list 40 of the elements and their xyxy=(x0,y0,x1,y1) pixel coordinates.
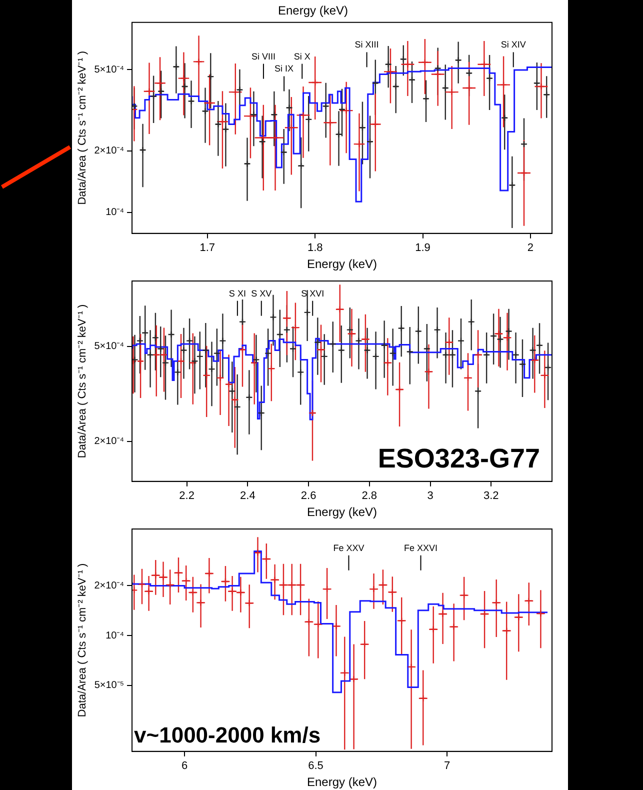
annotation: Si IX xyxy=(274,64,294,74)
chart-title: Energy (keV) xyxy=(278,4,348,18)
y-tick-label: 2×10⁻⁴ xyxy=(94,580,124,592)
y-tick-label: 5×10⁻⁴ xyxy=(94,64,124,76)
y-tick-label: 2×10⁻⁴ xyxy=(94,146,124,157)
x-tick-label: 1.8 xyxy=(307,242,323,254)
y-tick-label: 5×10⁻⁴ xyxy=(94,341,124,352)
annotation: S XVI xyxy=(301,288,324,298)
y-tick-label: 2×10⁻⁴ xyxy=(94,436,124,448)
x-tick-label: 2.6 xyxy=(300,490,316,502)
x-tick-label: 2 xyxy=(527,242,534,254)
x-tick-label: 1.7 xyxy=(200,242,216,254)
y-axis-title: Data/Area ( Cts s⁻¹ cm⁻² keV⁻¹ ) xyxy=(76,304,89,458)
annotation: Fe XXVI xyxy=(404,542,438,553)
x-tick-label: 2.2 xyxy=(179,490,194,502)
x-tick-label: 2.4 xyxy=(240,490,256,502)
annotation: S XV xyxy=(251,288,272,298)
y-tick-label: 10⁻⁴ xyxy=(106,630,124,642)
annotation: v~1000-2000 km/s xyxy=(134,722,321,748)
x-tick-label: 7 xyxy=(444,760,450,772)
annotation: Fe XXV xyxy=(333,542,364,553)
annotation: S XI xyxy=(228,288,246,298)
annotation: Si X xyxy=(294,51,310,62)
x-axis-title: Energy (keV) xyxy=(306,775,378,790)
x-axis-title: Energy (keV) xyxy=(306,257,378,272)
y-axis-title: Data/Area ( Cts s⁻¹ cm⁻² keV⁻¹ ) xyxy=(76,51,89,205)
annotation: Si XIV xyxy=(500,40,526,50)
y-axis-title: Data/Area ( Cts s⁻¹ cm⁻² keV⁻¹ ) xyxy=(76,563,89,718)
annotation: ESO323-G77 xyxy=(378,443,540,474)
x-tick-label: 2.8 xyxy=(362,490,378,502)
x-tick-label: 6.5 xyxy=(308,760,324,772)
x-tick-label: 6 xyxy=(181,760,188,772)
annotation: Si VIII xyxy=(251,51,276,62)
x-tick-label: 3 xyxy=(427,490,434,502)
x-tick-label: 3.2 xyxy=(483,490,499,502)
annotation: Si XIII xyxy=(354,40,379,50)
y-tick-label: 5×10⁻⁵ xyxy=(94,680,124,692)
x-tick-label: 1.9 xyxy=(415,242,430,254)
x-axis-title: Energy (keV) xyxy=(306,505,378,520)
y-tick-label: 10⁻⁴ xyxy=(106,207,124,218)
